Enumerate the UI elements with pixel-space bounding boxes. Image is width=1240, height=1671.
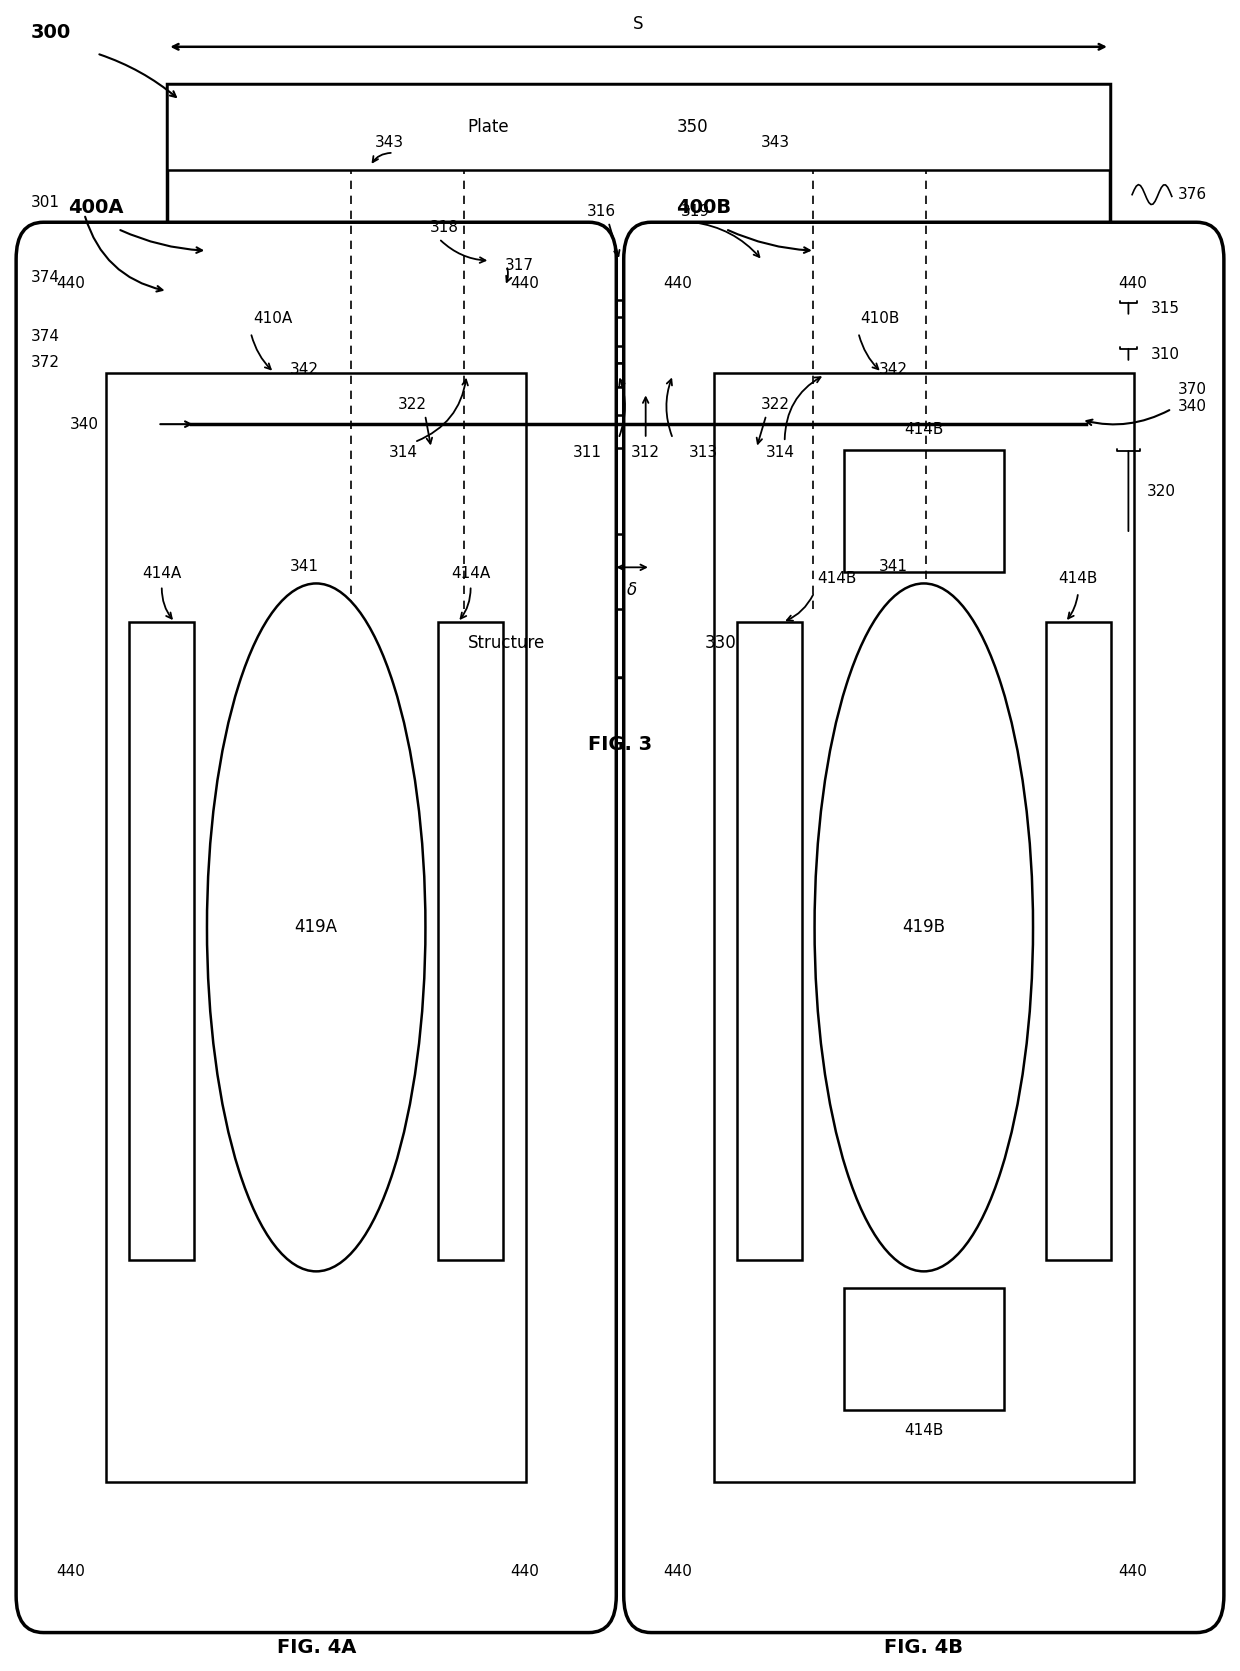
Bar [167,84,1110,677]
Text: 419A: 419A [295,919,337,936]
Text: 317: 317 [505,257,533,272]
Text: Structure: Structure [467,633,546,652]
Text: 318: 318 [429,221,459,236]
Bar [417,272,563,299]
Text: 440: 440 [511,1564,539,1579]
Text: FIG. 4A: FIG. 4A [277,1638,356,1656]
Text: 440: 440 [663,1564,692,1579]
Text: $\delta$: $\delta$ [626,582,637,598]
Bar [542,448,646,535]
Text: 341: 341 [879,560,908,573]
Text: 343: 343 [374,134,404,149]
Text: 311: 311 [573,446,603,461]
Text: 440: 440 [56,276,84,291]
Bar [584,388,707,416]
Text: 340: 340 [1178,399,1207,414]
Text: FIG. 3: FIG. 3 [588,735,652,754]
Bar [432,249,548,272]
Text: 314: 314 [765,446,795,461]
Bar [107,373,526,1482]
Text: 322: 322 [760,396,790,411]
Bar [719,272,864,299]
Text: 312: 312 [631,446,660,461]
Ellipse shape [207,583,425,1272]
Text: 340: 340 [71,416,99,431]
Text: 410B: 410B [861,311,900,326]
Text: 301: 301 [31,196,60,209]
Text: 350: 350 [676,117,708,135]
Text: 341: 341 [290,560,319,573]
Text: 376: 376 [1178,187,1207,202]
Text: 342: 342 [290,363,319,376]
Text: 316: 316 [587,204,615,219]
Bar [1045,622,1111,1260]
Text: 400A: 400A [68,199,124,217]
Text: 374: 374 [31,269,60,284]
FancyBboxPatch shape [624,222,1224,1633]
Text: 440: 440 [1118,276,1147,291]
Text: 374: 374 [31,329,60,344]
Bar [756,363,893,388]
Text: 314: 314 [388,446,418,461]
Text: S: S [634,15,644,33]
Text: 414B: 414B [1059,570,1097,585]
Text: FIG. 4B: FIG. 4B [884,1638,963,1656]
Bar [764,388,887,416]
Bar [379,448,484,535]
Bar [733,249,851,272]
Bar [844,1288,1003,1410]
Bar [704,448,808,535]
Text: 414B: 414B [904,423,944,436]
Text: 414A: 414A [143,565,181,580]
Text: 330: 330 [704,633,737,652]
Text: Plate: Plate [467,117,508,135]
Bar [191,346,1086,363]
Bar [129,622,195,1260]
Text: 310: 310 [1151,348,1179,363]
Text: 440: 440 [511,276,539,291]
Bar [714,373,1133,1482]
Bar [844,449,1003,573]
Text: 440: 440 [56,1564,84,1579]
Text: 440: 440 [663,276,692,291]
Bar [737,622,802,1260]
Text: 313: 313 [689,446,718,461]
Bar [578,363,714,388]
Text: 319: 319 [681,204,711,219]
Bar [191,299,1086,316]
Text: 320: 320 [1147,483,1176,498]
Text: 440: 440 [1118,1564,1147,1579]
Text: 315: 315 [1151,301,1179,316]
Text: 372: 372 [31,356,60,371]
Text: 419B: 419B [903,919,945,936]
Bar [398,363,534,388]
Bar [249,448,353,535]
Bar [864,448,968,535]
Text: 414A: 414A [451,565,490,580]
Ellipse shape [815,583,1033,1272]
FancyBboxPatch shape [16,222,616,1633]
Text: 410A: 410A [253,311,293,326]
Text: 300: 300 [31,23,71,42]
Text: 342: 342 [879,363,908,376]
Text: 343: 343 [761,134,790,149]
Text: 322: 322 [398,396,427,411]
Text: 414B: 414B [817,570,857,585]
Bar [438,622,503,1260]
Bar [167,84,1110,169]
Text: 400B: 400B [676,199,730,217]
Bar [167,608,1110,677]
Text: 414B: 414B [904,1424,944,1439]
Bar [405,388,528,416]
Text: 370: 370 [1178,381,1207,396]
